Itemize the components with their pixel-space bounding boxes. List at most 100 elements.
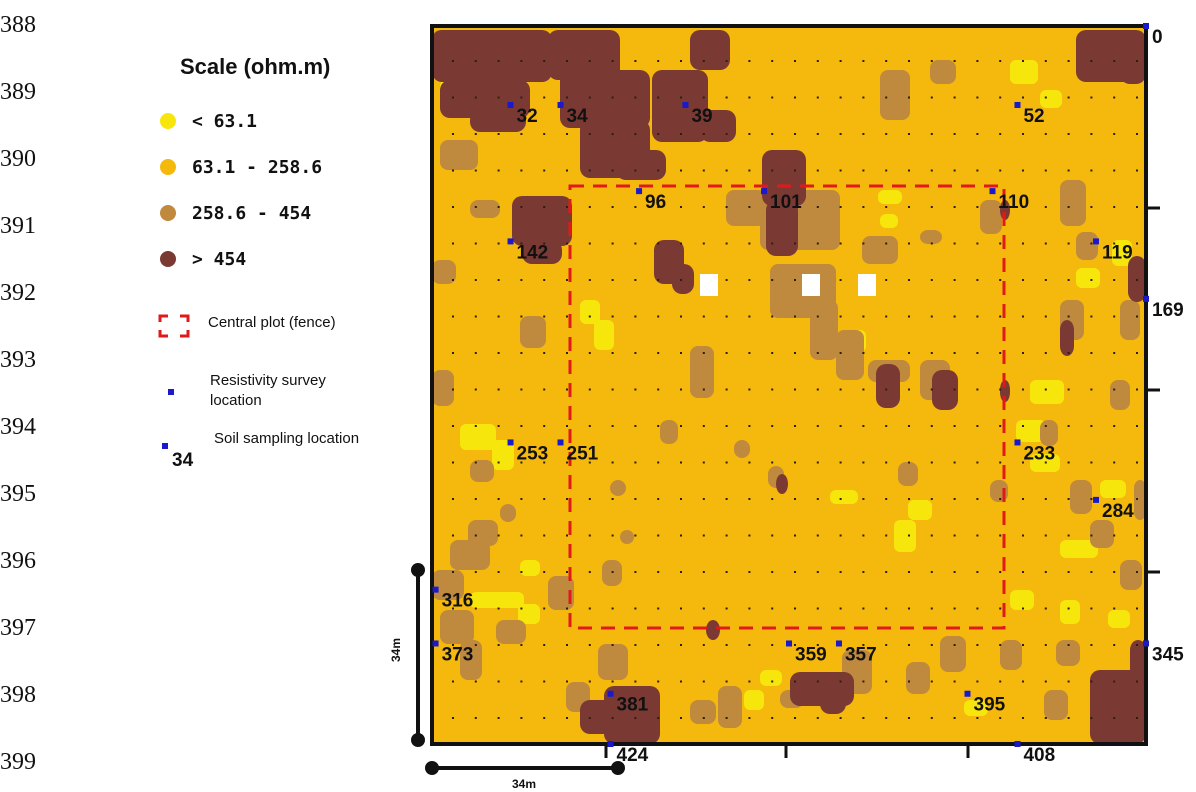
line-number: 389	[0, 79, 36, 105]
low-resistivity-zone	[964, 700, 988, 716]
grid-dot	[908, 279, 910, 281]
grid-dot	[885, 498, 888, 500]
mid-resistivity-zone	[1076, 232, 1098, 260]
grid-dot	[953, 242, 956, 245]
grid-dot	[953, 206, 956, 208]
grid-dot	[680, 206, 682, 208]
grid-dot	[794, 680, 796, 683]
grid-dot	[611, 571, 614, 573]
grid-dot	[953, 461, 956, 464]
grid-dot	[862, 242, 865, 245]
site-point	[432, 586, 439, 593]
grid-dot	[634, 461, 637, 464]
grid-dot	[862, 680, 865, 683]
grid-dot	[908, 571, 910, 573]
grid-dot	[1044, 315, 1047, 318]
site-label: 142	[517, 242, 549, 263]
grid-dot	[634, 206, 637, 208]
grid-dot	[588, 169, 591, 172]
grid-dot	[566, 315, 568, 318]
low-resistivity-zone	[520, 560, 540, 576]
grid-dot	[543, 206, 546, 208]
grid-dot	[999, 206, 1002, 208]
grid-dot	[702, 425, 705, 427]
grid-dot	[634, 571, 637, 573]
no-data-gap	[858, 274, 876, 296]
grid-dot	[1067, 60, 1070, 62]
site-point	[761, 188, 768, 195]
grid-dot	[657, 352, 660, 354]
grid-dot	[885, 279, 888, 281]
grid-dot	[657, 571, 660, 573]
grid-dot	[1090, 242, 1093, 245]
low-resistivity-zone	[1010, 60, 1038, 84]
grid-dot	[566, 242, 568, 245]
grid-dot	[1067, 315, 1070, 318]
mid-resistivity-zone	[726, 190, 766, 226]
grid-dot	[497, 133, 500, 135]
grid-dot	[1044, 498, 1047, 500]
grid-dot	[976, 96, 979, 99]
grid-dot	[1044, 133, 1047, 135]
mid-resistivity-zone	[440, 140, 478, 170]
grid-dot	[794, 461, 796, 464]
grid-dot	[543, 242, 546, 245]
grid-dot	[566, 571, 568, 573]
grid-dot	[794, 425, 796, 427]
grid-dot	[816, 680, 819, 683]
grid-dot	[680, 534, 682, 537]
grid-dot	[771, 315, 774, 318]
high-resistivity-zone	[652, 70, 708, 142]
grid-dot	[474, 352, 477, 354]
grid-dot	[816, 352, 819, 354]
grid-dot	[725, 534, 728, 537]
grid-dot	[1022, 242, 1024, 245]
grid-dot	[680, 133, 682, 135]
grid-dot	[680, 352, 682, 354]
grid-dot	[953, 571, 956, 573]
grid-dot	[566, 352, 568, 354]
grid-dot	[1113, 279, 1116, 281]
grid-dot	[680, 571, 682, 573]
grid-dot	[725, 498, 728, 500]
grid-dot	[588, 717, 591, 719]
map-ticks	[604, 206, 1160, 758]
grid-dot	[452, 680, 454, 683]
high-resistivity-zone	[776, 474, 788, 494]
grid-dot	[452, 352, 454, 354]
site-label: 110	[998, 192, 1029, 213]
mid-resistivity-zone	[898, 462, 918, 486]
grid-dot	[908, 461, 910, 464]
grid-dot	[543, 169, 546, 172]
grid-dot	[930, 717, 933, 719]
grid-dot	[520, 169, 523, 172]
map-raster	[432, 26, 1146, 744]
grid-dot	[771, 461, 774, 464]
grid-dot	[566, 133, 568, 135]
grid-dot	[725, 133, 728, 135]
grid-dot	[908, 60, 910, 62]
grid-dot	[953, 352, 956, 354]
site-label: 119	[1102, 242, 1133, 263]
site-marker: 233	[1014, 439, 1055, 464]
mid-resistivity-zone	[520, 316, 546, 348]
grid-dot	[588, 680, 591, 683]
grid-dot	[1090, 461, 1093, 464]
mid-resistivity-zone	[1056, 640, 1080, 666]
grid-dot	[657, 607, 660, 610]
line-number: 390	[0, 146, 36, 172]
grid-dot	[543, 717, 546, 719]
grid-dot	[794, 534, 796, 537]
grid-dot	[1113, 60, 1116, 62]
grid-dot	[1090, 498, 1093, 500]
grid-dot	[566, 534, 568, 537]
low-resistivity-zone	[1040, 90, 1062, 108]
grid-dot	[816, 96, 819, 99]
grid-dot	[885, 607, 888, 610]
grid-dot	[930, 571, 933, 573]
grid-dot	[930, 498, 933, 500]
grid-dot	[566, 607, 568, 610]
grid-dot	[611, 644, 614, 646]
mid-resistivity-zone	[598, 644, 628, 680]
low-resistivity-zone	[878, 190, 902, 204]
